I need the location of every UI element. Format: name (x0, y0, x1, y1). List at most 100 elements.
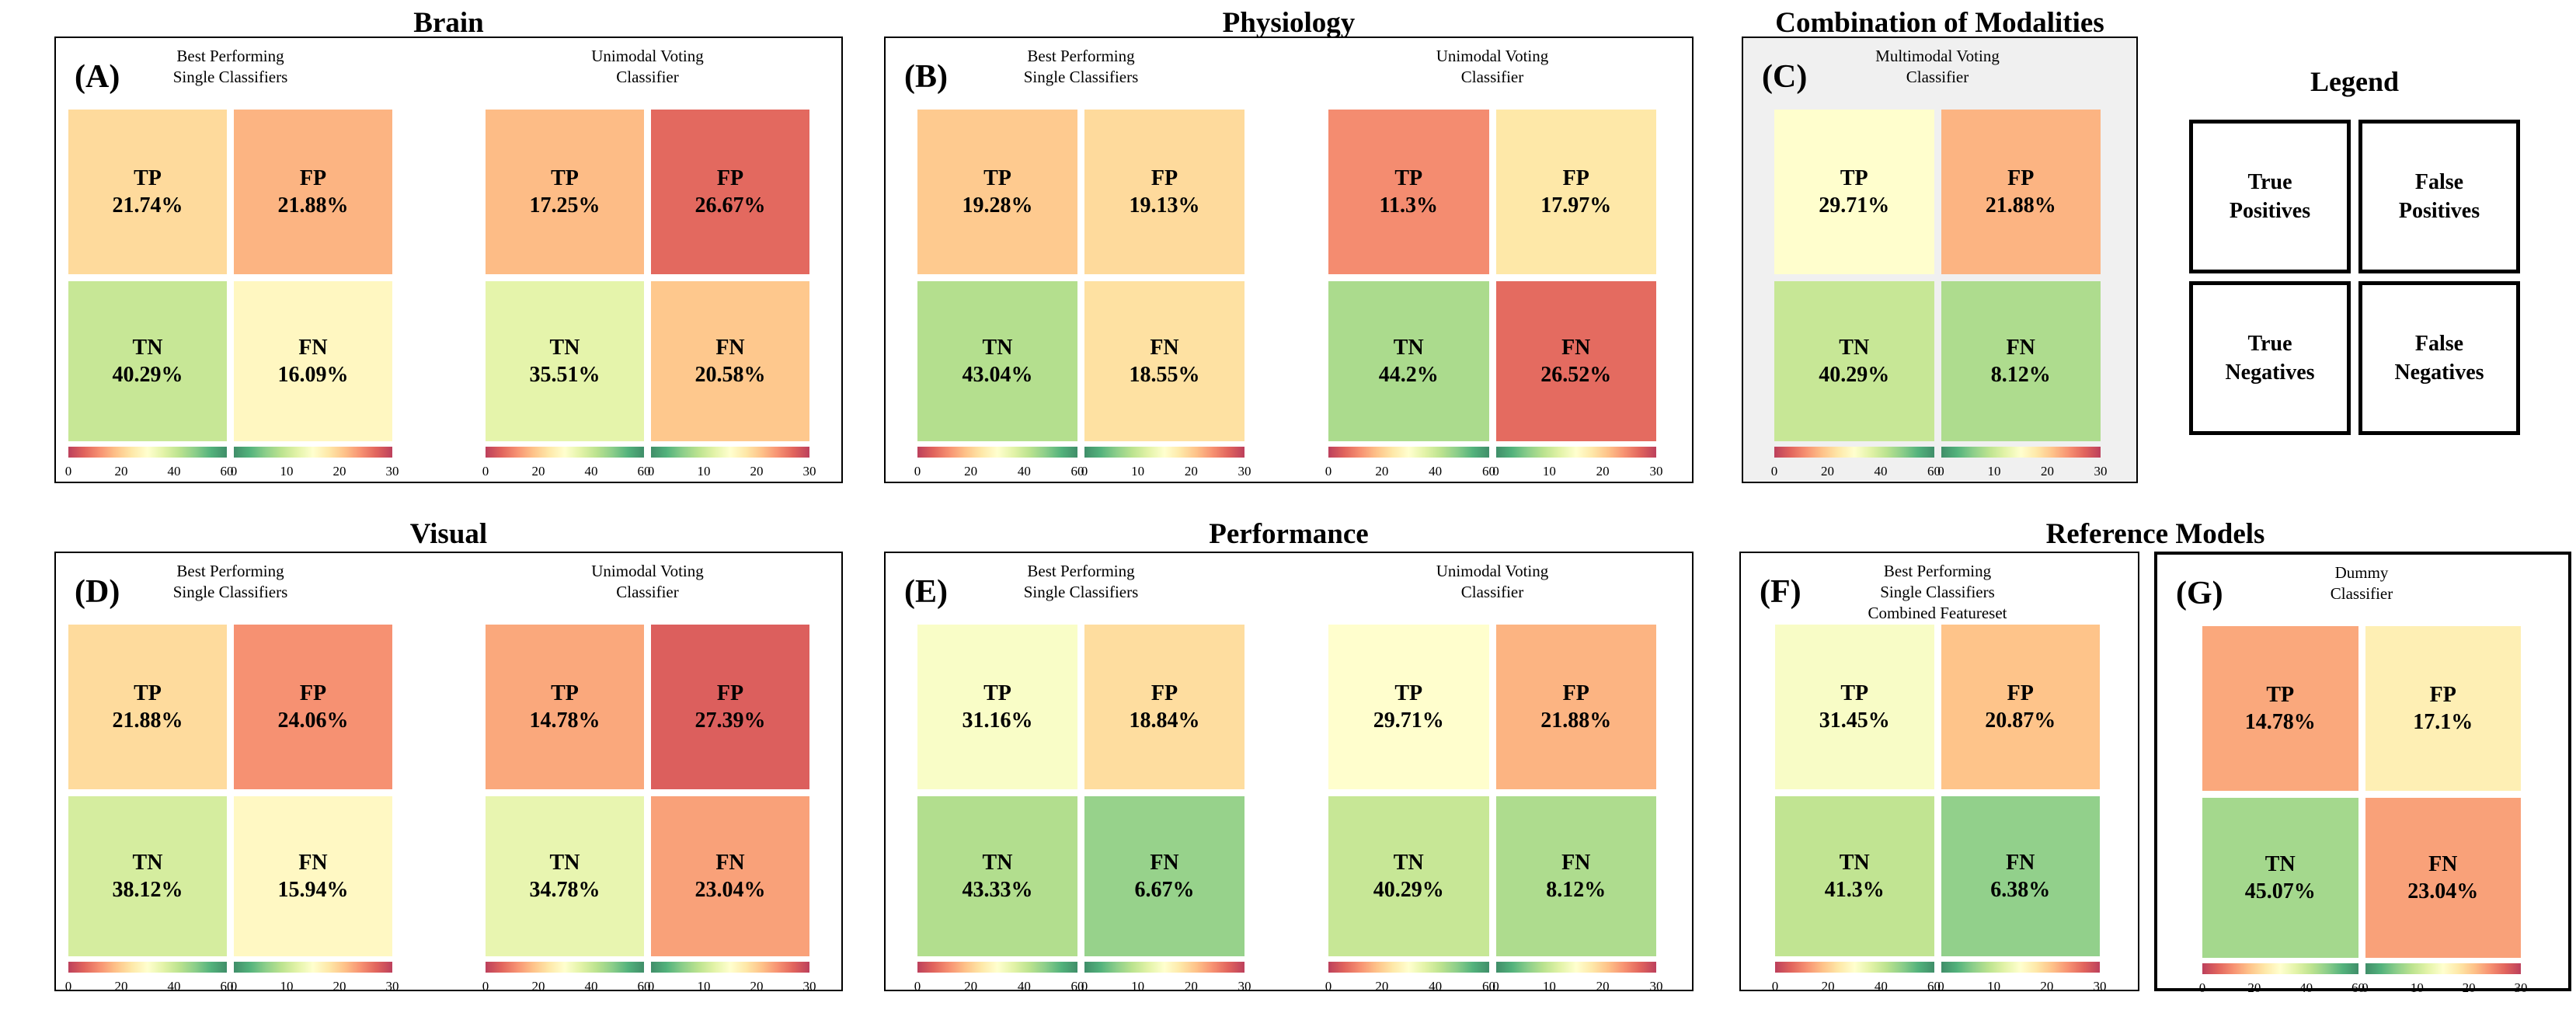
tick-label: 60 (1482, 979, 1495, 994)
cell-label: FN (2006, 851, 2035, 875)
cell-value: 6.38% (1990, 878, 2051, 902)
tick-label: 0 (1771, 979, 1779, 994)
tick-label: 0 (914, 979, 921, 994)
cell-label: TN (1839, 336, 1870, 360)
cell-a-tn: TN 40.29% (68, 281, 227, 441)
tick-label: 20 (531, 979, 545, 994)
cell-label: FN (1561, 336, 1591, 360)
tick-label: 60 (1482, 464, 1495, 479)
tick-label: 20 (2040, 464, 2054, 479)
panel-label-f: (F) (1760, 574, 1801, 610)
tick-label: 10 (1131, 979, 1145, 994)
tick-label: 0 (1325, 979, 1332, 994)
cell-b-tp: TP 11.3% (1328, 110, 1489, 274)
cell-e-tp: TP 29.71% (1328, 625, 1489, 789)
cell-label: FN (2006, 336, 2035, 360)
cell-value: 27.39% (694, 708, 766, 733)
cell-label: FP (716, 681, 744, 705)
cell-label: FP (2007, 681, 2034, 705)
cell-c-fp: FP 21.88% (1941, 110, 2101, 274)
tick-label: 0 (1492, 979, 1499, 994)
colorbar-ticks-fp-fn: 0 10 20 30 (1081, 464, 1251, 481)
cell-label: TP (2266, 683, 2295, 707)
cell-label: FP (1562, 681, 1589, 705)
cell-a-fp: FP 26.67% (651, 110, 809, 274)
cell-label: TN (2264, 852, 2296, 876)
tick-label: 10 (1987, 464, 2001, 479)
legend-box-true-negatives: True Negatives (2189, 281, 2351, 435)
cell-value: 20.87% (1985, 708, 2056, 733)
tick-label: 20 (332, 464, 346, 479)
cell-label: TN (1839, 851, 1870, 875)
cell-e-tn: TN 40.29% (1328, 796, 1489, 956)
section-title-f-g: Reference Models (2045, 518, 2265, 550)
tick-label: 0 (64, 464, 72, 479)
tick-label: 20 (750, 464, 764, 479)
colorbar-ticks-fp-fn: 0 10 20 30 (648, 464, 816, 481)
cell-value: 40.29% (1373, 878, 1444, 902)
tick-label: 0 (1492, 464, 1499, 479)
colorbar-fp-fn (651, 962, 809, 973)
tick-label: 30 (2094, 464, 2108, 479)
tick-label: 10 (697, 464, 711, 479)
cell-value: 21.74% (112, 193, 183, 218)
tick-label: 0 (64, 979, 72, 994)
colorbar-ticks-tp-tn: 0 20 40 60 (482, 979, 651, 996)
colorbar-ticks-tp-tn: 0 20 40 60 (1771, 464, 1941, 481)
tick-label: 20 (531, 464, 545, 479)
tick-label: 30 (802, 464, 816, 479)
tick-label: 30 (802, 979, 816, 994)
cell-value: 6.67% (1134, 878, 1195, 902)
cell-b-tp: TP 19.28% (917, 110, 1077, 274)
cell-value: 8.12% (1990, 363, 2051, 387)
tick-label: 40 (1874, 979, 1888, 994)
cell-g-fn: FN 23.04% (2365, 798, 2521, 958)
panel-d: (D) Best Performing Single Classifiers TP 2… (54, 552, 843, 994)
panel-label-d: (D) (75, 574, 120, 610)
cell-label: TP (983, 166, 1011, 190)
cell-d-fp: FP 27.39% (651, 625, 809, 789)
tick-label: 20 (2040, 979, 2054, 994)
panel-label-b: (B) (904, 59, 948, 95)
cell-label: FP (2007, 166, 2035, 190)
tick-label: 20 (114, 979, 128, 994)
panel-g: (G) Dummy Classifier TP 14.78% FP 17.1% TN 45.0… (2154, 552, 2571, 995)
cell-a-tn: TN 35.51% (486, 281, 644, 441)
matrix-group: Unimodal Voting Classifier TP 29.71% FP 21.8… (1325, 553, 1663, 994)
cell-value: 34.78% (529, 878, 600, 902)
matrix-group: Best Performing Single Classifiers Combi… (1772, 553, 2107, 994)
cell-e-fn: FN 8.12% (1495, 796, 1656, 956)
cell-d-tp: TP 21.88% (68, 625, 227, 789)
cell-g-fp: FP 17.1% (2365, 626, 2521, 791)
matrix-subtitle: Best Performing Single Classifiers (1023, 562, 1139, 601)
tick-label: 20 (1596, 979, 1610, 994)
tick-label: 0 (647, 979, 655, 994)
tick-label: 10 (1987, 979, 2001, 994)
colorbar-tp-tn (2202, 963, 2358, 974)
tick-label: 60 (637, 464, 651, 479)
matrix-group: Best Performing Single Classifiers TP 21.7… (64, 38, 399, 482)
cell-value: 17.1% (2413, 710, 2473, 734)
section-title-a: Brain (413, 7, 484, 39)
cell-value: 31.45% (1819, 708, 1890, 733)
colorbar-ticks-tp-tn: 0 20 40 60 (914, 979, 1084, 996)
tick-label: 40 (584, 464, 598, 479)
colorbar-tp-tn (917, 447, 1077, 458)
cell-d-fn: FN 15.94% (234, 796, 392, 956)
cell-label: TN (132, 336, 163, 360)
cell-c-tn: TN 40.29% (1774, 281, 1934, 441)
tick-label: 0 (1937, 464, 1944, 479)
tick-label: 30 (2514, 980, 2528, 995)
colorbar-ticks-fp-fn: 0 10 20 30 (2362, 980, 2527, 997)
matrix-subtitle: Best Performing Single Classifiers (1023, 47, 1139, 86)
tick-label: 0 (2198, 980, 2206, 995)
colorbar-tp-tn (1328, 447, 1489, 458)
cell-a-tp: TP 17.25% (486, 110, 644, 274)
matrix-subtitle: Best Performing Single Classifiers (172, 47, 288, 86)
tick-label: 30 (1649, 464, 1663, 479)
colorbar-ticks-tp-tn: 0 20 40 60 (1771, 979, 1941, 996)
legend-title: Legend (2310, 66, 2399, 97)
matrix-subtitle: Best Performing Single Classifiers (172, 562, 288, 601)
panel-label-c: (C) (1762, 59, 1808, 95)
